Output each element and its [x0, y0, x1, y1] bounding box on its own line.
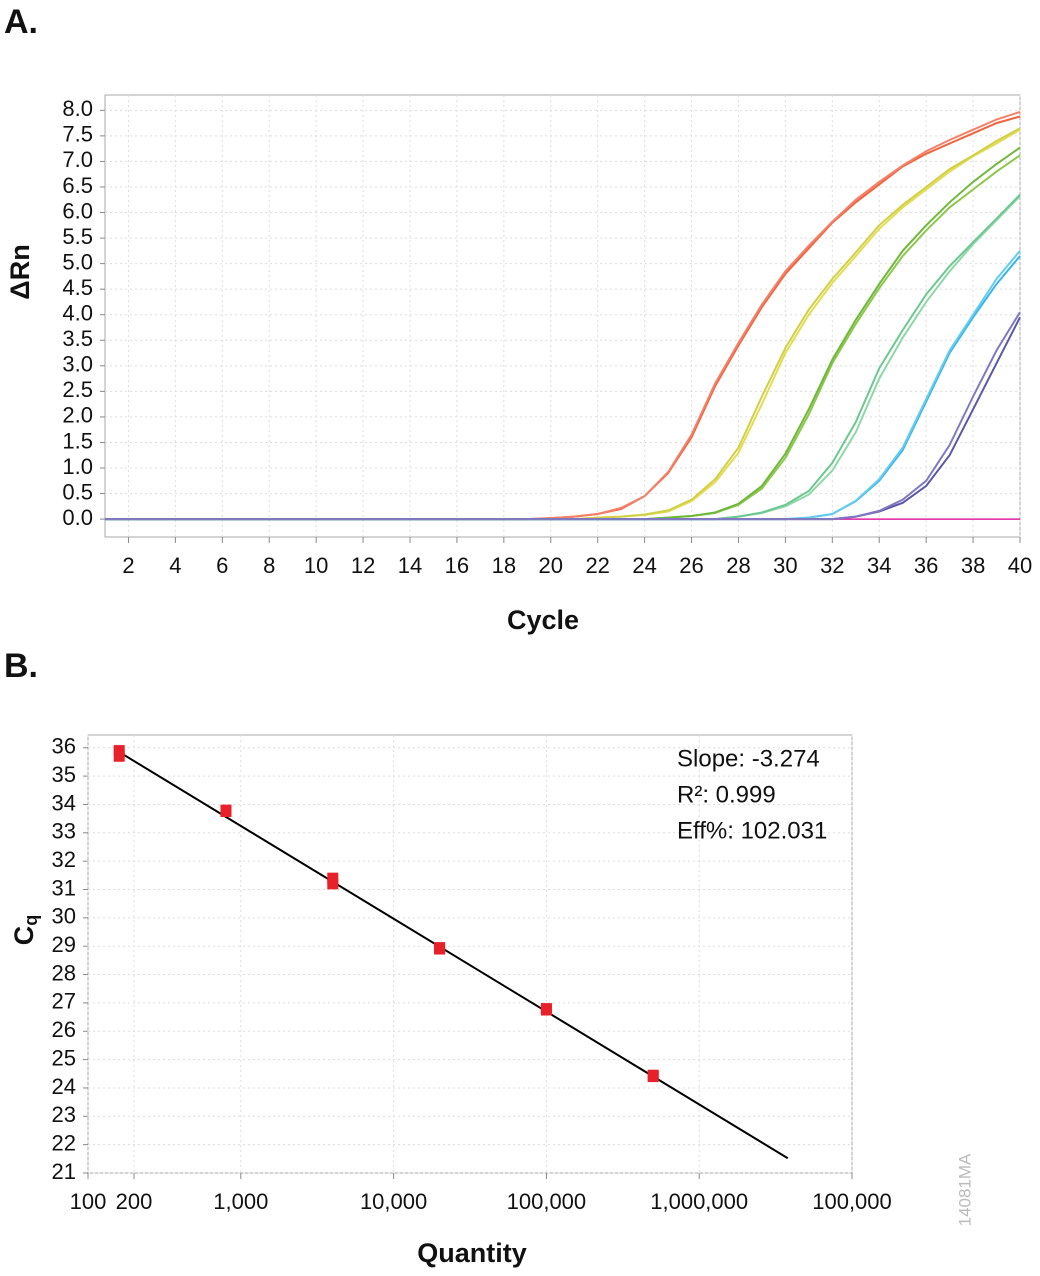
annotation: Eff%: 102.031 [677, 817, 827, 844]
x-tick-label: 1,000 [213, 1189, 268, 1214]
x-tick-label: 100 [70, 1189, 107, 1214]
y-tick-label: 35 [52, 762, 76, 787]
x-tick-label: 26 [679, 553, 703, 578]
y-tick-label: 24 [52, 1074, 76, 1099]
x-tick-label: 100,000 [812, 1189, 892, 1214]
y-tick-label: 26 [52, 1017, 76, 1042]
y-tick-label: 33 [52, 819, 76, 844]
y-tick-label: 21 [52, 1159, 76, 1184]
y-tick-label: 3.0 [62, 352, 93, 377]
y-tick-label: 34 [52, 790, 76, 815]
y-tick-label: 2.0 [62, 403, 93, 428]
x-tick-label: 40 [1008, 553, 1032, 578]
fit-line [118, 751, 789, 1160]
x-tick-label: 18 [492, 553, 516, 578]
y-tick-label: 22 [52, 1130, 76, 1155]
annotation: R²: 0.999 [677, 781, 776, 808]
x-tick-label: 12 [351, 553, 375, 578]
x-tick-label: 2 [122, 553, 134, 578]
data-point [434, 943, 446, 955]
y-tick-label: 6.0 [62, 198, 93, 223]
x-tick-label: 28 [726, 553, 750, 578]
x-tick-label: 34 [867, 553, 891, 578]
plot-area [87, 734, 853, 1174]
data-point [647, 1071, 659, 1083]
y-tick-label: 4.5 [62, 275, 93, 300]
y-tick-label: 4.0 [62, 301, 93, 326]
y-tick-label: 23 [52, 1102, 76, 1127]
x-tick-label: 10 [304, 553, 328, 578]
x-tick-label: 8 [263, 553, 275, 578]
x-tick-label: 4 [169, 553, 181, 578]
x-tick-label: 10,000 [360, 1189, 427, 1214]
panel-label: B. [4, 647, 38, 685]
y-tick-label: 36 [52, 734, 76, 759]
amplification-curve [105, 311, 1021, 521]
x-tick-label: 6 [216, 553, 228, 578]
x-tick-label: 38 [961, 553, 985, 578]
data-point [327, 872, 339, 884]
y-axis-label: Cq [9, 915, 41, 946]
plot-area [104, 94, 1021, 538]
y-tick-label: 1.5 [62, 428, 93, 453]
x-tick-label: 16 [445, 553, 469, 578]
y-tick-label: 32 [52, 847, 76, 872]
annotation: Slope: -3.274 [677, 745, 820, 772]
y-axis-label: ΔRn [5, 244, 35, 299]
panel-label: A. [4, 3, 38, 41]
y-tick-label: 28 [52, 960, 76, 985]
x-tick-label: 1,000,000 [650, 1189, 748, 1214]
x-tick-label: 20 [539, 553, 563, 578]
y-axis-label-main: C [9, 926, 39, 946]
y-tick-label: 6.5 [62, 173, 93, 198]
x-tick-label: 100,000 [507, 1189, 587, 1214]
y-tick-label: 0.5 [62, 479, 93, 504]
y-tick-label: 7.5 [62, 122, 93, 147]
x-tick-label: 32 [820, 553, 844, 578]
y-tick-label: 3.5 [62, 326, 93, 351]
y-tick-label: 1.0 [62, 454, 93, 479]
y-tick-label: 25 [52, 1045, 76, 1070]
y-tick-label: 0.0 [62, 505, 93, 530]
y-tick-label: 30 [52, 904, 76, 929]
y-tick-label: 2.5 [62, 377, 93, 402]
x-tick-label: 200 [116, 1189, 153, 1214]
figure-id: 14081MA [955, 1153, 974, 1226]
data-point [540, 1004, 552, 1016]
data-point [113, 750, 125, 762]
x-axis-label: Quantity [417, 1238, 527, 1268]
x-axis-label: Cycle [507, 605, 579, 635]
data-point [113, 745, 125, 757]
y-tick-label: 29 [52, 932, 76, 957]
y-tick-label: 31 [52, 875, 76, 900]
x-tick-label: 22 [585, 553, 609, 578]
x-tick-label: 24 [632, 553, 656, 578]
y-tick-label: 5.0 [62, 249, 93, 274]
x-tick-label: 36 [914, 553, 938, 578]
y-tick-label: 5.5 [62, 224, 93, 249]
data-point [220, 806, 232, 818]
y-axis-label-sub: q [21, 915, 41, 926]
y-tick-label: 27 [52, 989, 76, 1014]
x-tick-label: 14 [398, 553, 422, 578]
y-tick-label: 8.0 [62, 96, 93, 121]
y-tick-label: 7.0 [62, 147, 93, 172]
data-point [327, 878, 339, 890]
x-tick-label: 30 [773, 553, 797, 578]
